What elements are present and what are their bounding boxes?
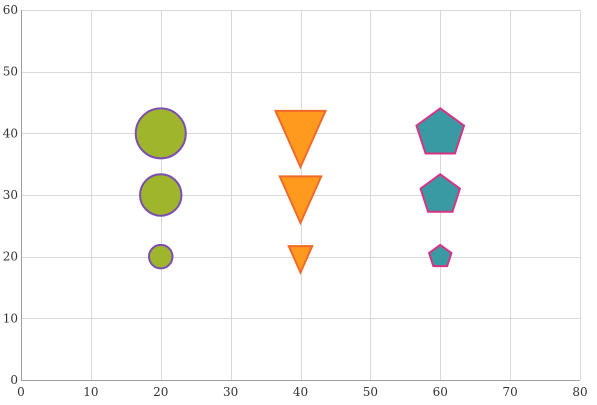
- y-tick-label: 20: [3, 250, 18, 264]
- x-tick-label: 60: [433, 385, 448, 399]
- axes: [21, 10, 580, 381]
- y-tick-label: 50: [3, 65, 18, 79]
- circle-marker: [134, 107, 187, 160]
- y-tick-label: 0: [10, 373, 18, 387]
- pentagon-marker: [427, 243, 453, 268]
- x-tick-label: 10: [83, 385, 98, 399]
- triangle-marker: [273, 109, 328, 170]
- x-tick-label: 70: [502, 385, 517, 399]
- triangle-marker: [278, 175, 323, 226]
- circle-marker: [139, 173, 183, 217]
- pentagon-marker: [415, 107, 466, 155]
- x-tick-label: 30: [223, 385, 238, 399]
- x-tick-label: 50: [363, 385, 378, 399]
- tick-labels: 0 10 20 30 40 50 60 70 80 0 10 20 30 40 50 60: [3, 3, 588, 399]
- y-tick-label: 40: [3, 126, 18, 140]
- y-tick-label: 10: [3, 311, 18, 325]
- circle-marker: [148, 243, 174, 270]
- data-markers: [134, 107, 466, 275]
- y-tick-label: 30: [3, 188, 18, 202]
- x-tick-label: 40: [293, 385, 308, 399]
- y-tick-label: 60: [3, 3, 18, 17]
- pentagon-marker: [419, 173, 462, 213]
- x-tick-label: 0: [17, 385, 25, 399]
- triangle-marker: [287, 245, 314, 275]
- x-tick-label: 20: [153, 385, 168, 399]
- x-tick-label: 80: [572, 385, 587, 399]
